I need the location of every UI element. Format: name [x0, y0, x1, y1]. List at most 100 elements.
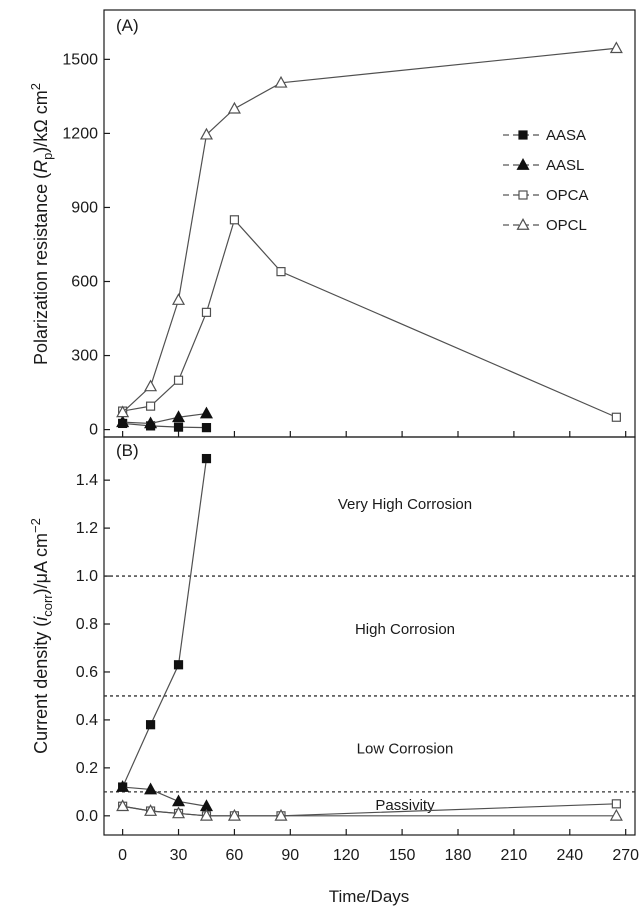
panel-b-y-tick-label: 0.2: [76, 760, 98, 777]
panel-b-series-aasa: [118, 453, 212, 792]
data-point-opca: [229, 215, 240, 225]
panel-b-y-tick-label: 0.4: [76, 712, 98, 729]
panel-a-series-aasa: [118, 418, 212, 433]
data-point-opcl: [144, 804, 158, 816]
panel-a-y-tick-label: 900: [71, 199, 98, 216]
data-point-aasa: [145, 720, 156, 730]
panel-a-ylabel-sub: p: [40, 153, 55, 160]
x-tick-label: 180: [445, 847, 472, 864]
panel-a-ylabel-sup: 2: [28, 83, 43, 90]
region-label: Very High Corrosion: [338, 496, 472, 513]
panel-b-y-tick-label: 1.4: [76, 472, 98, 489]
data-point-opca: [611, 799, 621, 809]
data-point-opcl: [199, 808, 213, 821]
data-point-opcl: [609, 808, 623, 821]
panel-a-y-tick-label: 1200: [62, 125, 98, 142]
panel-a-ylabel-mid: )/kΩ cm: [31, 90, 51, 152]
panel-b-y-tick-label: 0.6: [76, 664, 98, 681]
data-point-aasl: [116, 415, 130, 428]
legend-marker-opcl: [516, 218, 530, 230]
region-label: High Corrosion: [355, 621, 455, 638]
data-point-aasl: [144, 416, 158, 429]
panel-a-label: (A): [116, 16, 139, 35]
panel-a-y-tick-label: 600: [71, 274, 98, 291]
panel-b-ylabel-mid: )/μA cm: [31, 533, 51, 594]
legend-label-aasl: AASL: [546, 157, 584, 174]
series-line-opcl: [122, 805, 617, 817]
panel-b-ylabel-italic: i: [31, 616, 51, 621]
data-point-opcl: [172, 806, 186, 819]
data-point-opcl: [609, 41, 623, 54]
data-point-aasl: [172, 410, 186, 423]
panel-b-ylabel-sub: corr: [40, 594, 55, 617]
data-point-opca: [276, 267, 286, 277]
panel-b-y-tick-label: 1.0: [76, 568, 98, 585]
data-point-aasa: [173, 422, 184, 432]
panel-b-ylabel-sup: −2: [28, 518, 43, 533]
data-point-aasl: [199, 406, 213, 419]
series-line-aasl: [122, 412, 207, 425]
data-point-opcl: [274, 75, 288, 88]
legend-item-opcl: OPCL: [503, 217, 587, 234]
panel-b-ylabel-pre: Current density (: [31, 621, 51, 754]
series-line-opcl: [122, 47, 617, 413]
x-tick-label: 60: [226, 847, 244, 864]
x-tick-label: 150: [389, 847, 416, 864]
data-point-aasl: [172, 794, 186, 807]
x-tick-label: 120: [333, 847, 360, 864]
panel-b-y-tick-label: 1.2: [76, 520, 98, 537]
panel-a-ylabel-pre: Polarization resistance (: [31, 173, 51, 365]
panel-b-ylabel: Current density (icorr)/μA cm−2: [28, 518, 55, 754]
data-point-opcl: [172, 293, 186, 305]
series-line-opca: [122, 218, 617, 418]
panel-a-y-tick-label: 1500: [62, 51, 98, 68]
data-point-opcl: [199, 127, 213, 140]
data-point-opca: [173, 375, 184, 385]
legend-marker-aasa: [518, 130, 528, 140]
region-label: Passivity: [375, 797, 435, 814]
data-point-opcl: [227, 808, 241, 821]
legend-marker-aasl: [516, 158, 530, 170]
panel-a-y-tick-label: 300: [71, 348, 98, 365]
panel-a-ylabel: Polarization resistance (Rp)/kΩ cm2: [28, 83, 55, 365]
x-tick-label: 240: [556, 847, 583, 864]
data-point-opca: [611, 412, 621, 422]
series-line-opca: [122, 803, 617, 817]
data-point-opcl: [116, 405, 130, 418]
plot-layer: 0 30 60 90 120 150 180 210 240 270 0 300 600 900 1200 1…: [62, 41, 639, 864]
series-line-aasa: [122, 458, 208, 788]
x-tick-label: 270: [612, 847, 639, 864]
legend-marker-opca: [518, 190, 528, 200]
legend-item-opca: OPCA: [503, 187, 589, 204]
x-tick-label: 210: [501, 847, 528, 864]
panel-b-series-opca: [118, 799, 621, 821]
data-point-aasl: [144, 782, 158, 795]
panel-b-series-opcl: [116, 799, 623, 821]
data-point-opcl: [116, 799, 130, 812]
legend-label-opca: OPCA: [546, 187, 589, 204]
panel-b-label: (B): [116, 441, 139, 460]
data-point-opca: [201, 307, 212, 317]
data-point-opcl: [144, 379, 158, 392]
panel-b-y-tick-label: 0.8: [76, 616, 98, 633]
x-tick-label: 90: [281, 847, 299, 864]
panel-a-y-tick-label: 0: [89, 422, 98, 439]
panel-a-ylabel-italic: R: [31, 160, 51, 173]
legend-item-aasa: AASA: [503, 127, 586, 144]
data-point-opca: [145, 401, 156, 411]
data-point-aasa: [201, 423, 212, 433]
data-point-aasa: [173, 660, 184, 670]
series-line-aasl: [122, 786, 207, 807]
x-tick-label: 30: [170, 847, 188, 864]
region-label: Low Corrosion: [357, 741, 454, 758]
panel-a-series-opcl: [116, 41, 623, 418]
panel-a-series-aasl: [116, 406, 213, 429]
panel-b-y-tick-label: 0.0: [76, 808, 98, 825]
data-point-opcl: [274, 808, 288, 821]
legend-label-aasa: AASA: [546, 127, 586, 144]
data-point-aasl: [116, 780, 130, 792]
data-point-aasa: [201, 453, 212, 464]
legend-label-opcl: OPCL: [546, 217, 587, 234]
series-line-aasa: [122, 422, 207, 429]
